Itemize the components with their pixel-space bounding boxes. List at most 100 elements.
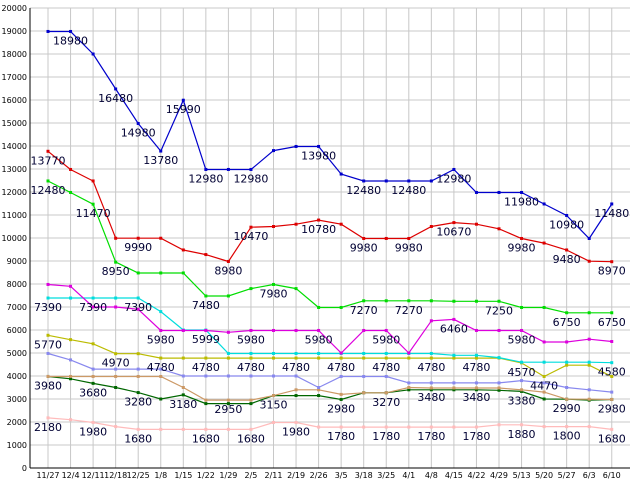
data-value-label: 1780: [372, 430, 400, 443]
data-point: [384, 425, 388, 429]
data-value-label: 5980: [305, 333, 333, 346]
y-tick-label: 7000: [7, 303, 27, 312]
y-tick-label: 9000: [7, 257, 27, 266]
data-value-label: 7270: [395, 304, 423, 317]
data-value-label: 1680: [598, 432, 626, 445]
axes: 0 1000 2000 3000 4000 5000 6000 7000 8000 9000 100…: [2, 4, 630, 480]
data-value-label: 1780: [462, 430, 490, 443]
data-point: [474, 353, 478, 357]
data-value-label: 4780: [372, 361, 400, 374]
data-point: [204, 328, 208, 332]
data-point: [226, 402, 230, 406]
data-point: [46, 296, 50, 300]
data-value-label: 5980: [147, 333, 175, 346]
data-point: [474, 222, 478, 226]
data-point: [136, 121, 140, 125]
data-value-label: 12980: [436, 172, 471, 185]
data-value-label: 3480: [417, 391, 445, 404]
data-point: [317, 144, 321, 148]
data-value-label: 6460: [440, 322, 468, 335]
data-point: [429, 388, 433, 392]
data-point: [114, 260, 118, 264]
data-point: [294, 328, 298, 332]
data-point: [497, 227, 501, 231]
data-point: [384, 391, 388, 395]
series-line-8: [47, 375, 612, 405]
data-point: [587, 337, 591, 341]
data-value-label: 7270: [350, 304, 378, 317]
data-point: [204, 427, 208, 431]
data-value-label: 11480: [594, 207, 629, 220]
data-point: [294, 394, 298, 398]
y-tick-label: 2000: [7, 418, 27, 427]
data-point: [587, 311, 591, 315]
data-point: [317, 305, 321, 309]
data-point: [362, 356, 366, 360]
data-point: [69, 418, 73, 422]
data-value-label: 1680: [192, 432, 220, 445]
data-point: [317, 394, 321, 398]
data-point: [407, 386, 411, 389]
data-point: [159, 374, 163, 378]
data-point: [249, 374, 253, 378]
data-value-label: 12480: [31, 184, 66, 197]
data-value-label: 3180: [169, 398, 197, 411]
data-point: [610, 361, 614, 365]
data-point: [294, 356, 298, 360]
data-point: [362, 328, 366, 332]
data-value-label: 1980: [282, 425, 310, 438]
data-value-label: 12480: [391, 184, 426, 197]
series-lines: [46, 29, 614, 431]
data-point: [226, 356, 230, 360]
y-tick-label: 13000: [2, 165, 27, 174]
data-point: [181, 248, 185, 252]
data-point: [159, 397, 163, 401]
data-value-label: 1680: [237, 432, 265, 445]
data-point: [136, 307, 140, 311]
data-point: [610, 202, 614, 206]
data-value-label: 5999: [192, 333, 220, 346]
data-value-label: 9980: [350, 241, 378, 254]
data-point: [520, 423, 524, 427]
data-point: [136, 427, 140, 431]
data-point: [542, 360, 546, 364]
data-point: [46, 149, 50, 153]
data-value-label: 16480: [98, 92, 133, 105]
data-value-label: 4780: [462, 361, 490, 374]
data-point: [384, 236, 388, 240]
data-point: [136, 374, 140, 378]
x-tick-label: 12/18: [104, 471, 127, 480]
data-point: [429, 225, 433, 228]
data-point: [159, 149, 163, 153]
data-value-label: 14980: [121, 126, 156, 139]
data-point: [181, 271, 185, 275]
y-tick-label: 14000: [2, 142, 27, 151]
data-point: [181, 328, 185, 332]
data-point: [339, 374, 343, 378]
data-point: [114, 296, 118, 300]
data-point: [542, 390, 546, 394]
data-point: [294, 351, 298, 355]
data-value-label: 3980: [34, 379, 62, 392]
x-tick-label: 6/10: [603, 471, 621, 480]
data-value-label: 7390: [34, 301, 62, 314]
data-point: [429, 381, 433, 385]
y-tick-label: 20000: [2, 4, 27, 13]
data-value-label: 2980: [327, 402, 355, 415]
data-point: [204, 402, 208, 406]
data-value-label: 10670: [436, 226, 471, 239]
data-point: [362, 374, 366, 378]
x-tick-label: 5/20: [535, 471, 553, 480]
data-value-label: 7390: [124, 301, 152, 314]
series-line-1: [47, 150, 612, 263]
data-point: [46, 179, 50, 183]
data-value-label: 2980: [598, 402, 626, 415]
x-tick-label: 1/29: [219, 471, 237, 480]
data-value-label: 1880: [508, 428, 536, 441]
data-point: [452, 388, 456, 392]
data-value-label: 4580: [598, 366, 626, 379]
data-point: [69, 338, 73, 342]
data-point: [384, 374, 388, 378]
data-value-label: 11470: [76, 207, 111, 220]
